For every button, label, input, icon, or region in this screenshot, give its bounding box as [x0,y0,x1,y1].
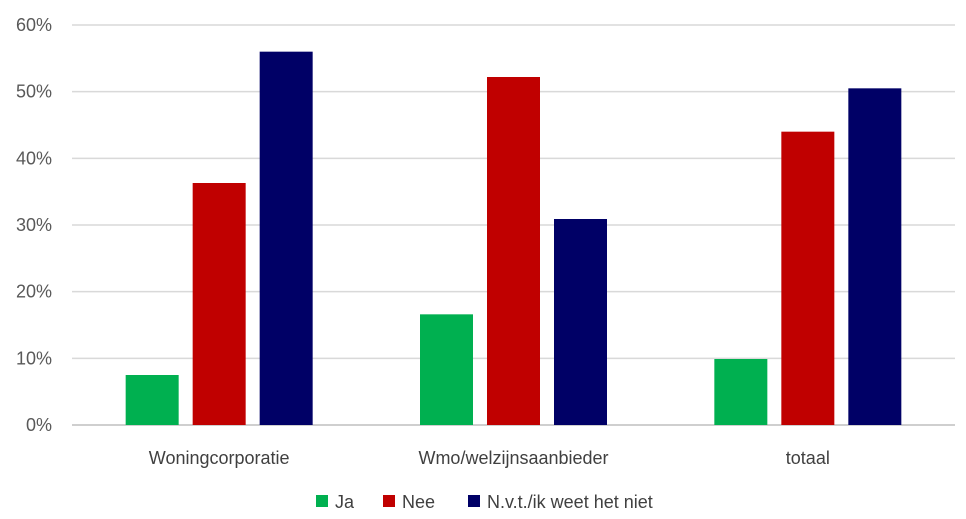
y-tick-label: 0% [26,415,52,435]
x-category-label: totaal [786,448,830,468]
x-category-label: Wmo/welzijnsaanbieder [418,448,608,468]
bar-nee [487,77,540,425]
legend-swatch [383,495,395,507]
bar-ja [420,314,473,425]
bar-nee [192,183,246,425]
bar-n-v-t-ik-weet-het-niet [259,51,313,426]
y-tick-label: 40% [16,148,52,168]
y-axis-ticks: 0% 10% 20% 30% 40% 50% 60% [16,15,52,435]
y-tick-label: 30% [16,215,52,235]
y-tick-label: 10% [16,348,52,368]
bars [125,51,902,426]
legend-label: N.v.t./ik weet het niet [487,492,653,512]
bar-ja [714,359,768,425]
bar-ja [125,375,179,425]
legend: Ja Nee N.v.t./ik weet het niet [316,492,653,512]
bar-n-v-t-ik-weet-het-niet [848,88,902,425]
y-tick-label: 60% [16,15,52,35]
x-category-label: Woningcorporatie [149,448,290,468]
bar-nee [781,131,835,425]
y-tick-label: 20% [16,282,52,302]
legend-swatch [468,495,480,507]
x-axis-categories: Woningcorporatie Wmo/welzijnsaanbieder tot… [149,448,830,468]
y-tick-label: 50% [16,82,52,102]
legend-label: Ja [335,492,355,512]
legend-swatch [316,495,328,507]
legend-label: Nee [402,492,435,512]
bar-n-v-t-ik-weet-het-niet [554,219,607,425]
